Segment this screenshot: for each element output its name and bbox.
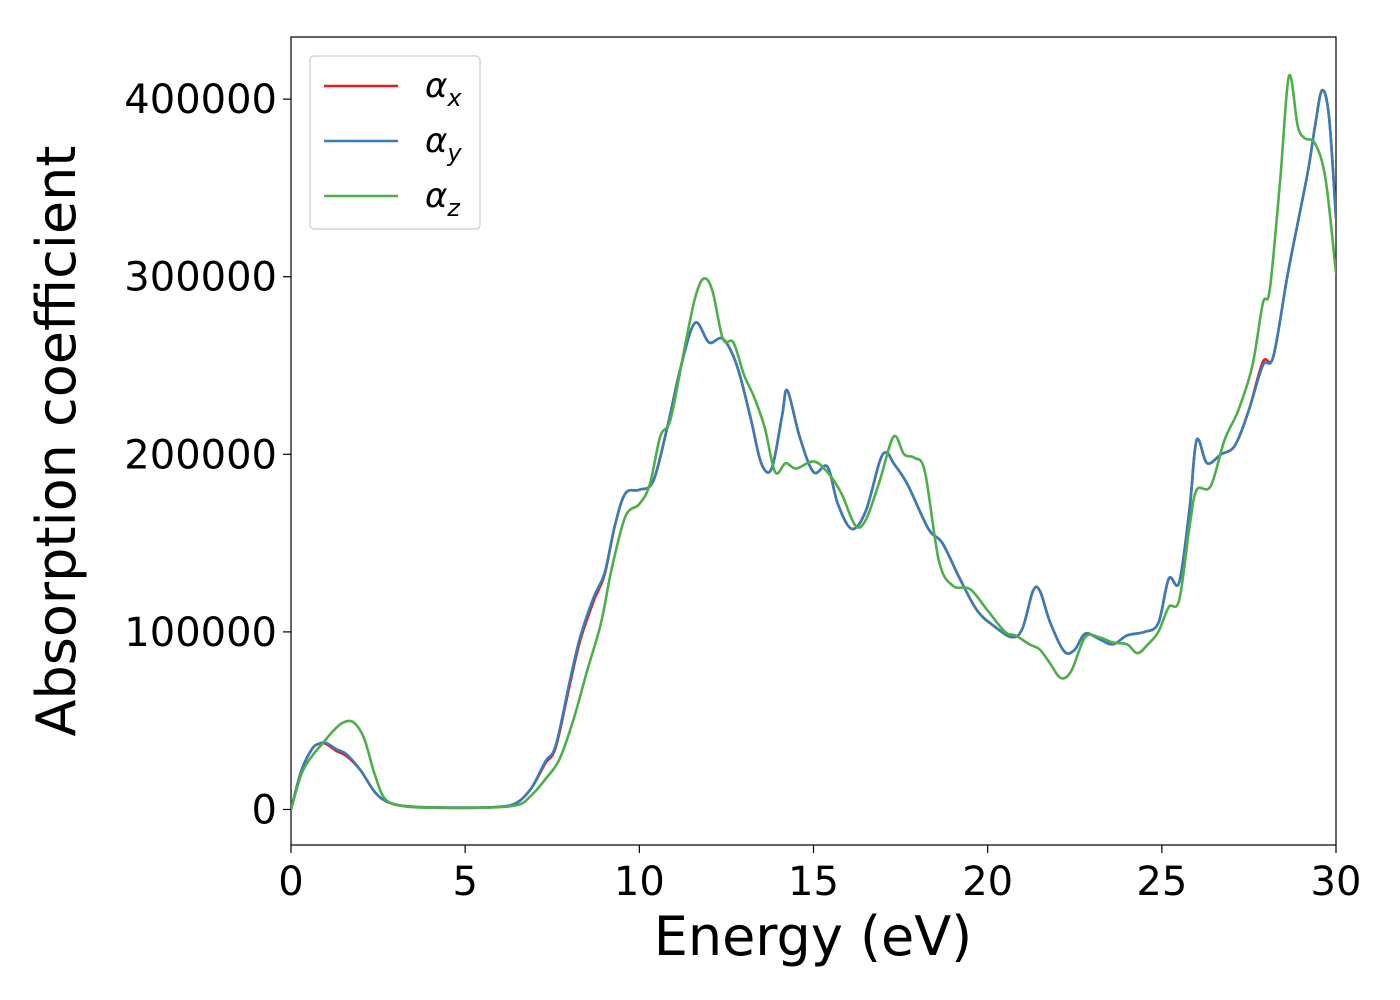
x-tick-label: 10 bbox=[614, 859, 665, 905]
series-layer bbox=[291, 73, 1336, 811]
x-tick-label: 25 bbox=[1136, 859, 1187, 905]
x-axis-ticks: 0 5 10 15 20 25 30 bbox=[278, 845, 1361, 905]
legend-frame bbox=[309, 55, 481, 230]
x-tick-label: 0 bbox=[278, 859, 303, 905]
y-tick-label: 300000 bbox=[124, 255, 277, 301]
series-line-alpha-y bbox=[291, 88, 1336, 811]
legend-label-alpha-x: αx bbox=[425, 66, 462, 112]
legend-label-alpha-z: αz bbox=[425, 176, 461, 222]
legend-items: αx αy αz bbox=[324, 66, 462, 222]
y-tick-label: 400000 bbox=[124, 77, 277, 123]
y-tick-label: 0 bbox=[252, 787, 277, 833]
series-line-alpha-z bbox=[291, 73, 1336, 811]
x-tick-label: 5 bbox=[452, 859, 477, 905]
x-axis-title: Energy (eV) bbox=[654, 905, 973, 968]
legend-label-alpha-y: αy bbox=[425, 121, 462, 167]
x-tick-label: 30 bbox=[1311, 859, 1362, 905]
x-tick-label: 15 bbox=[788, 859, 839, 905]
legend: αx αy αz bbox=[309, 55, 481, 230]
y-axis-title: Absorption coefficient bbox=[25, 146, 88, 737]
x-tick-label: 20 bbox=[962, 859, 1013, 905]
y-axis-ticks: 0 100000 200000 300000 400000 bbox=[124, 77, 291, 833]
y-tick-label: 200000 bbox=[124, 432, 277, 478]
y-tick-label: 100000 bbox=[124, 610, 277, 656]
